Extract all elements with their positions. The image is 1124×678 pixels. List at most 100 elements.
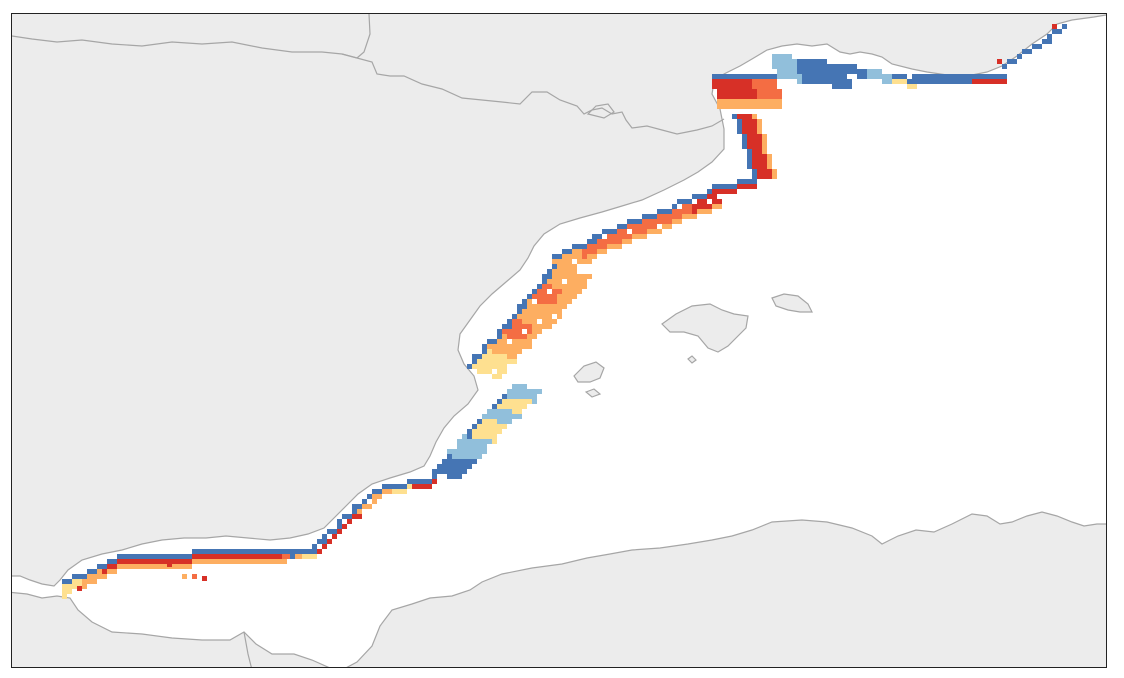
raster-cell [877,74,882,79]
raster-cell [517,309,522,314]
raster-cell [502,339,507,344]
raster-cell [717,199,722,204]
raster-cell [757,79,762,84]
raster-cell [557,274,562,279]
raster-cell [482,449,487,454]
raster-cell [747,74,752,79]
raster-cell [542,309,547,314]
raster-cell [717,99,722,104]
raster-cell [732,89,737,94]
raster-cell [232,559,237,564]
raster-cell [762,134,767,139]
raster-cell [227,549,232,554]
raster-cell [532,309,537,314]
raster-cell [547,294,552,299]
raster-cell [562,274,567,279]
raster-cell [522,344,527,349]
raster-cell [777,54,782,59]
raster-cell [187,554,192,559]
raster-cell [362,504,367,509]
raster-cell [687,214,692,219]
raster-cell [352,504,357,509]
raster-cell [472,449,477,454]
raster-cell [392,484,397,489]
raster-cell [477,449,482,454]
raster-cell [772,64,777,69]
raster-cell [927,79,932,84]
raster-cell [542,324,547,329]
raster-cell [947,74,952,79]
raster-cell [577,244,582,249]
raster-cell [367,504,372,509]
raster-cell [517,319,522,324]
raster-cell [467,449,472,454]
raster-cell [257,559,262,564]
raster-cell [492,374,497,379]
raster-cell [582,259,587,264]
raster-cell [552,294,557,299]
raster-cell [747,179,752,184]
raster-cell [147,554,152,559]
raster-cell [462,439,467,444]
raster-cell [217,549,222,554]
raster-cell [137,564,142,569]
raster-cell [662,219,667,224]
raster-cell [307,549,312,554]
raster-cell [562,254,567,259]
raster-cell [482,419,487,424]
raster-cell [97,574,102,579]
raster-cell [652,219,657,224]
raster-cell [587,249,592,254]
raster-cell [157,559,162,564]
raster-cell [547,274,552,279]
raster-cell [672,209,677,214]
raster-cell [487,354,492,359]
raster-cell [767,169,772,174]
raster-cell [72,579,77,584]
raster-cell [337,524,342,529]
raster-cell [682,214,687,219]
raster-cell [812,69,817,74]
raster-cell [707,189,712,194]
raster-cell [552,264,557,269]
raster-cell [527,329,532,334]
raster-cell [182,559,187,564]
raster-cell [597,234,602,239]
raster-cell [737,114,742,119]
raster-cell [207,554,212,559]
raster-cell [257,554,262,559]
raster-cell [492,439,497,444]
raster-cell [537,289,542,294]
raster-cell [687,204,692,209]
raster-cell [587,274,592,279]
raster-cell [527,344,532,349]
raster-cell [252,549,257,554]
raster-cell [627,219,632,224]
raster-cell [967,79,972,84]
raster-cell [467,364,472,369]
raster-cell [842,69,847,74]
raster-cell [757,99,762,104]
raster-cell [572,249,577,254]
raster-cell [932,79,937,84]
raster-cell [322,539,327,544]
raster-cell [1002,64,1007,69]
raster-cell [767,164,772,169]
raster-cell [562,249,567,254]
raster-cell [472,364,477,369]
raster-cell [742,104,747,109]
raster-cell [502,349,507,354]
raster-cell [722,79,727,84]
raster-cell [492,364,497,369]
raster-cell [697,204,702,209]
raster-cell [507,359,512,364]
map-canvas[interactable] [12,14,1107,668]
raster-cell [162,559,167,564]
raster-cell [747,149,752,154]
raster-cell [82,574,87,579]
raster-cell [237,559,242,564]
raster-cell [177,564,182,569]
raster-cell [552,279,557,284]
raster-cell [367,494,372,499]
raster-cell [667,209,672,214]
